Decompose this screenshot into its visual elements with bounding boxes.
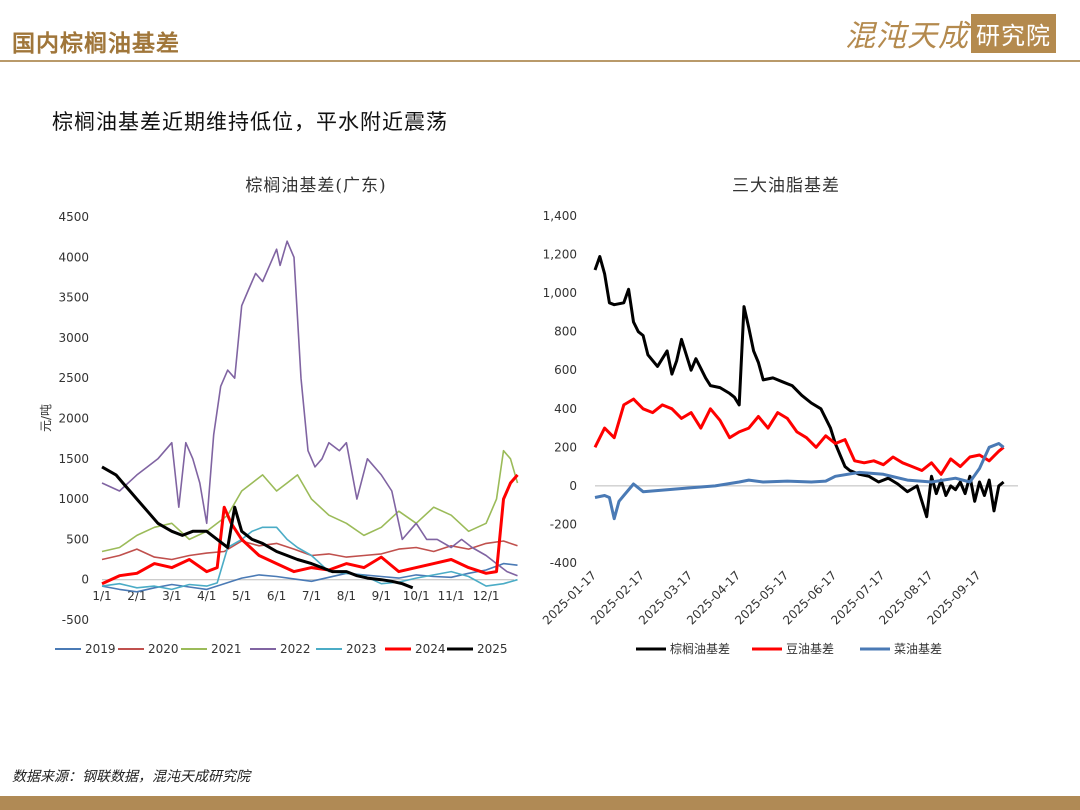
chart1-x-tick-label: 10/1 [403, 589, 430, 603]
chart1-x-tick-label: 3/1 [162, 589, 181, 603]
chart1-y-tick-label: 2000 [58, 412, 89, 426]
chart1-legend-label: 2019 [85, 642, 116, 656]
chart1-x-tick-label: 5/1 [232, 589, 251, 603]
chart2-y-tick-label: -400 [550, 556, 577, 570]
chart1-legend-item-2023: 2023 [316, 642, 377, 656]
chart2-y-tick-label: 1,200 [543, 248, 577, 262]
chart1-legend-label: 2020 [148, 642, 179, 656]
chart2-y-tick-label: 200 [554, 440, 577, 454]
chart1-y-tick-label: 3000 [58, 331, 89, 345]
data-source-note: 数据来源：钢联数据，混沌天成研究院 [12, 769, 250, 785]
header-divider [0, 60, 1080, 62]
chart2-y-tick-label: 0 [569, 479, 577, 493]
chart2-series-0 [593, 255, 1005, 519]
chart1-y-tick-label: 1000 [58, 492, 89, 506]
chart1-x-tick-label: 4/1 [197, 589, 216, 603]
chart2-legend-item: 棕榈油基差 [636, 641, 730, 656]
chart2-y-tick-label: 800 [554, 325, 577, 339]
chart1-legend-item-2025: 2025 [447, 642, 508, 656]
chart1-y-tick-label: 0 [81, 573, 89, 587]
chart1-y-tick-label: 4500 [58, 210, 89, 224]
chart1-x-tick-label: 12/1 [473, 589, 500, 603]
chart1-x-tick-label: 1/1 [92, 589, 111, 603]
chart2-legend-label: 豆油基差 [786, 642, 834, 656]
chart1-y-axis-label: 元/吨 [39, 404, 53, 432]
chart1-legend-label: 2023 [346, 642, 377, 656]
logo-box-text: 研究院 [971, 13, 1056, 53]
chart1-x-tick-label: 8/1 [337, 589, 356, 603]
chart1-y-tick-label: 3500 [58, 291, 89, 305]
chart2-y-tick-label: 1,000 [543, 286, 577, 300]
chart1-legend-label: 2025 [477, 642, 508, 656]
chart2-title: 三大油脂基差 [732, 176, 840, 196]
chart2-legend-item: 菜油基差 [860, 642, 942, 656]
chart2-legend-label: 棕榈油基差 [670, 641, 730, 656]
chart1-y-tick-label: 2500 [58, 371, 89, 385]
chart1-legend-item-2022: 2022 [250, 642, 311, 656]
chart1-y-tick-label: 4000 [58, 250, 89, 264]
chart1-x-tick-label: 11/1 [438, 589, 465, 603]
chart1-x-tick-label: 2/1 [127, 589, 146, 603]
slide-subtitle: 棕榈油基差近期维持低位，平水附近震荡 [52, 110, 448, 134]
chart1-y-tick-label: -500 [62, 613, 89, 627]
chart1-series-2024 [101, 473, 519, 586]
chart1-x-tick-label: 9/1 [372, 589, 391, 603]
chart1-series-2023 [101, 526, 518, 591]
logo-script-text: 混沌天成 [845, 19, 969, 54]
chart2-series-2 [594, 442, 1005, 521]
chart1-series-2021 [101, 449, 519, 553]
chart1-legend-item-2024: 2024 [385, 642, 446, 656]
page-header-title: 国内棕榈油基差 [12, 30, 180, 57]
chart1-legend-label: 2024 [415, 642, 446, 656]
chart1-legend-item-2020: 2020 [118, 642, 179, 656]
chart1-y-tick-label: 500 [66, 532, 89, 546]
chart2-legend-item: 豆油基差 [752, 642, 834, 656]
company-logo: 混沌天成 研究院 [845, 13, 1056, 54]
chart1-x-tick-label: 6/1 [267, 589, 286, 603]
chart2-y-tick-label: 400 [554, 402, 577, 416]
chart1-x-tick-label: 7/1 [302, 589, 321, 603]
chart2-y-tick-label: 1,400 [543, 209, 577, 223]
chart1-legend-item-2021: 2021 [181, 642, 242, 656]
chart1-y-tick-label: 1500 [58, 452, 89, 466]
chart2-y-tick-label: -200 [550, 517, 577, 531]
chart1-legend-label: 2021 [211, 642, 242, 656]
chart1-title: 棕榈油基差(广东) [245, 176, 386, 196]
chart2-legend-label: 菜油基差 [894, 642, 942, 656]
footer-bar [0, 796, 1080, 810]
chart2-y-tick-label: 600 [554, 363, 577, 377]
chart1-legend-item-2019: 2019 [55, 642, 116, 656]
chart1-series-2022 [101, 240, 518, 577]
chart2-series-1 [593, 397, 1005, 476]
chart1-series-2019 [101, 562, 518, 593]
chart1-series-2025 [101, 465, 414, 590]
chart1-legend-label: 2022 [280, 642, 311, 656]
